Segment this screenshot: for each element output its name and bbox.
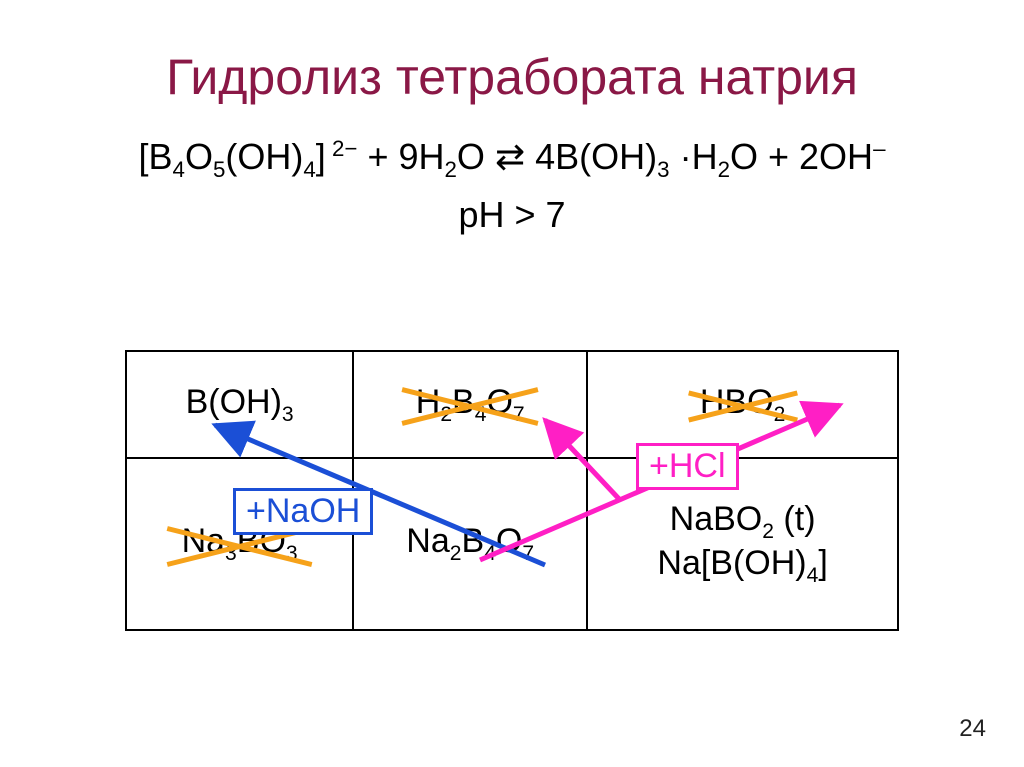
eq-right: 4B(OH)3 ·H2O + 2OH– xyxy=(535,136,885,177)
table-row: B(OH)3 H2B4O7 HBO2 xyxy=(126,351,898,458)
hydrolysis-equation: [B4O5(OH)4] 2− + 9H2O ⇄ 4B(OH)3 ·H2O + 2… xyxy=(0,134,1024,184)
naoh-label-box: +NaOH xyxy=(233,488,373,535)
cell-na2b4o7: Na2B4O7 xyxy=(353,458,587,630)
naoh-label-text: +NaOH xyxy=(246,492,360,530)
struck-formula: H2B4O7 xyxy=(412,383,529,427)
hcl-label-text: +HCl xyxy=(649,447,726,485)
struck-formula: HBO2 xyxy=(696,383,789,427)
cell-nabo2: NaBO2 (t) Na[B(OH)4] xyxy=(587,458,898,630)
cell-na3bo3: Na3BO3 xyxy=(126,458,353,630)
page-number: 24 xyxy=(959,715,986,743)
cell-hbo2: HBO2 xyxy=(587,351,898,458)
table-row: Na3BO3 Na2B4O7 NaBO2 (t) Na[B(OH)4] xyxy=(126,458,898,630)
slide: Гидролиз тетрабората натрия [B4O5(OH)4] … xyxy=(0,0,1024,767)
cell-h2b4o7: H2B4O7 xyxy=(353,351,587,458)
hcl-label-box: +HCl xyxy=(636,443,739,490)
ph-line: pH > 7 xyxy=(0,194,1024,236)
eq-arrow: ⇄ xyxy=(495,136,525,177)
eq-left: [B4O5(OH)4] 2− + 9H2O xyxy=(139,136,485,177)
cell-boh3: B(OH)3 xyxy=(126,351,353,458)
page-title: Гидролиз тетрабората натрия xyxy=(0,0,1024,106)
